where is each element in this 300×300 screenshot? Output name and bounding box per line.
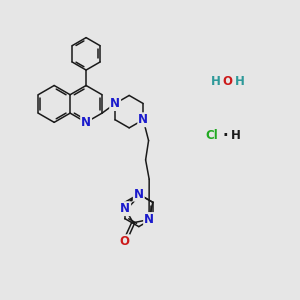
Text: ·: · [223,128,229,142]
Text: H: H [235,75,245,88]
Text: H: H [211,75,221,88]
Text: N: N [110,97,120,110]
Text: N: N [144,213,154,226]
Text: N: N [138,113,148,126]
Text: Cl: Cl [206,129,218,142]
Text: N: N [120,202,130,215]
Text: O: O [120,235,130,248]
Text: O: O [223,75,233,88]
Text: N: N [134,188,144,201]
Text: H: H [231,129,241,142]
Text: N: N [81,116,91,129]
